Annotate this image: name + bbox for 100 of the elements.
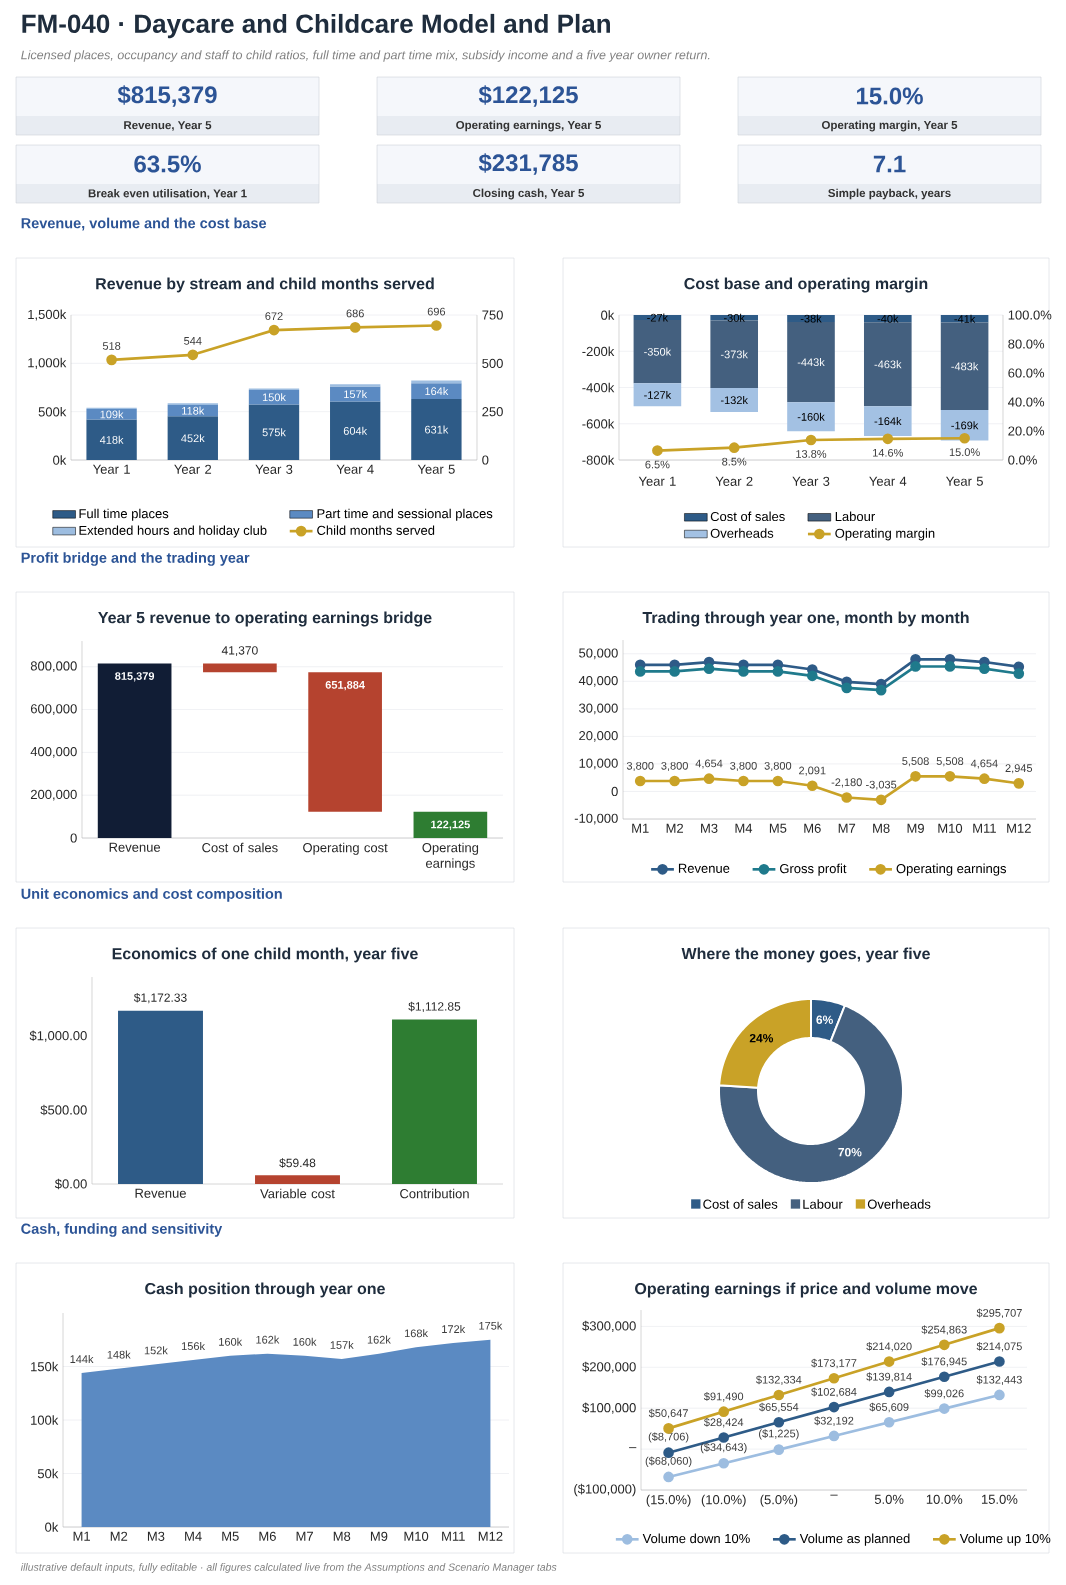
bar — [248, 404, 300, 461]
point — [718, 1432, 730, 1443]
point — [652, 445, 663, 456]
text: $815,379 — [117, 85, 217, 107]
bar — [863, 406, 912, 436]
y-tick-label: 10,000 — [579, 758, 618, 770]
x-tick-label: M10 — [938, 823, 963, 833]
data-label: 6% — [816, 1015, 833, 1025]
point — [718, 1457, 730, 1469]
y-tick-label: $300,000 — [582, 1320, 636, 1333]
bar — [86, 409, 137, 420]
data-label: -160k — [797, 412, 825, 421]
x-tick-label: Year 3 — [792, 476, 830, 486]
data-label: -38k — [800, 314, 822, 323]
data-label: 160k — [293, 1337, 317, 1346]
point — [883, 1386, 895, 1398]
data-label: -30k — [723, 313, 745, 322]
data-label: 175k — [479, 1321, 503, 1330]
data-label: 518 — [102, 342, 121, 350]
chart-title: Revenue by stream and child months served — [96, 277, 434, 293]
point — [938, 1371, 950, 1383]
bar — [633, 383, 682, 407]
y-tick-label: 0k — [53, 455, 67, 465]
data-label: $132,443 — [976, 1375, 1022, 1385]
chart-title: Operating earnings if price and volume move — [635, 1282, 978, 1298]
point — [994, 1356, 1005, 1367]
data-label: -169k — [951, 421, 979, 430]
x-tick-label: Variable cost — [260, 1188, 335, 1199]
bar — [330, 401, 381, 461]
bar — [392, 1019, 477, 1185]
data-label: $139,814 — [866, 1372, 912, 1382]
point — [944, 770, 956, 782]
point — [959, 432, 970, 444]
data-label: $1,172.33 — [133, 992, 187, 1004]
legend-label: Labour — [835, 511, 875, 522]
data-label: -483k — [951, 362, 979, 371]
x-tick-label: Year 4 — [869, 476, 907, 486]
y-tick-label: ($100,000) — [574, 1483, 636, 1497]
legend-label: Gross profit — [780, 863, 847, 876]
point — [828, 1401, 840, 1413]
point — [773, 1444, 785, 1455]
point — [875, 794, 887, 806]
text: Profit bridge and the trading year — [21, 552, 250, 566]
bar — [940, 322, 989, 410]
bar — [330, 386, 381, 402]
x-tick-label: M8 — [333, 1531, 351, 1541]
data-label: $176,945 — [921, 1357, 967, 1367]
y-tick-label: – — [629, 1447, 637, 1449]
data-label: $1,112.85 — [408, 1001, 461, 1013]
y-tick-label: $200,000 — [582, 1361, 636, 1373]
y-tick-label: 800,000 — [30, 661, 77, 673]
y-tick-label: 0 — [70, 833, 77, 843]
data-label: $295,707 — [976, 1308, 1022, 1319]
data-label: $65,609 — [869, 1402, 909, 1413]
point — [634, 666, 646, 677]
point — [806, 780, 818, 792]
data-label: $254,863 — [921, 1325, 967, 1335]
point — [938, 1403, 950, 1414]
text: 7.1 — [873, 155, 906, 173]
y-tick-label: $1,000.00 — [29, 1030, 87, 1042]
data-label: $65,554 — [759, 1402, 799, 1413]
point — [728, 442, 740, 454]
x-tick-label: M5 — [222, 1531, 239, 1541]
text: $231,785 — [478, 153, 578, 175]
y-tick-label: 0 — [611, 786, 618, 797]
x-tick-label: Year 3 — [255, 464, 293, 474]
data-label: 4,654 — [970, 759, 998, 769]
x-tick-label: M6 — [804, 823, 821, 833]
x-tick-label: Year 5 — [417, 464, 455, 474]
data-label: -40k — [877, 314, 899, 323]
point — [828, 1430, 840, 1442]
x-tick-label: Contribution — [400, 1188, 469, 1199]
data-label: 575k — [262, 428, 286, 437]
point — [669, 775, 680, 787]
text: Closing cash, Year 5 — [473, 188, 585, 200]
x-tick-label: Operating earnings — [422, 842, 479, 871]
data-label: 5,508 — [902, 757, 929, 767]
legend-label: Volume as planned — [799, 1533, 910, 1546]
data-label: 162k — [256, 1335, 280, 1344]
y-tick-label: 50,000 — [579, 648, 618, 660]
data-label: $102,684 — [811, 1387, 857, 1398]
legend-label: Volume up 10% — [959, 1533, 1051, 1546]
data-label: -2,180 — [831, 778, 862, 788]
point — [882, 433, 894, 445]
y2-tick-label: 500 — [482, 358, 503, 368]
data-label: ($68,060) — [645, 1456, 692, 1467]
x-tick-label: (10.0%) — [701, 1494, 746, 1507]
x-tick-label: M5 — [769, 823, 787, 833]
x-tick-label: M2 — [666, 823, 684, 833]
x-tick-label: M11 — [973, 823, 996, 833]
x-tick-label: M9 — [370, 1531, 388, 1541]
chart-title: Economics of one child month, year five — [112, 947, 418, 963]
point — [979, 663, 990, 674]
bar — [118, 1010, 203, 1185]
data-label: 631k — [425, 425, 449, 434]
x-tick-label: M12 — [478, 1531, 503, 1541]
x-tick-label: M6 — [259, 1531, 276, 1541]
y-tick-label: $100,000 — [582, 1402, 636, 1414]
y-tick-label: 50k — [37, 1468, 59, 1479]
data-label: 150k — [262, 393, 286, 402]
